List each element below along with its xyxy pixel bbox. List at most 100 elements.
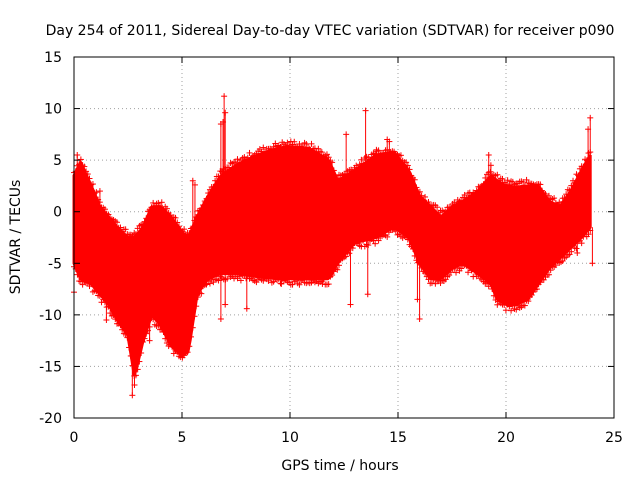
data-point bbox=[193, 214, 200, 221]
outlier-point bbox=[585, 126, 592, 133]
x-tick-label: 5 bbox=[178, 430, 187, 446]
data-point bbox=[184, 349, 191, 356]
data-point bbox=[406, 166, 413, 173]
data-point bbox=[110, 311, 117, 318]
data-point bbox=[296, 281, 303, 288]
data-point bbox=[203, 281, 210, 288]
data-point bbox=[174, 219, 181, 226]
data-point bbox=[93, 288, 100, 295]
outlier-point bbox=[362, 107, 369, 114]
outlier-point bbox=[96, 188, 103, 195]
data-point bbox=[203, 195, 210, 202]
outlier-point bbox=[487, 162, 494, 169]
data-point bbox=[411, 252, 418, 259]
x-tick-label: 25 bbox=[605, 430, 623, 446]
data-point bbox=[523, 176, 530, 183]
data-point bbox=[163, 340, 170, 347]
data-point bbox=[334, 175, 341, 182]
data-point bbox=[119, 326, 126, 333]
data-point bbox=[188, 333, 195, 340]
data-point bbox=[509, 302, 516, 309]
data-point bbox=[504, 177, 511, 184]
data-point bbox=[124, 334, 131, 341]
outlier-point bbox=[347, 301, 354, 308]
outlier-point bbox=[243, 305, 250, 312]
data-point bbox=[143, 330, 150, 337]
data-point bbox=[494, 301, 501, 308]
data-point bbox=[308, 140, 315, 147]
data-point bbox=[358, 156, 365, 163]
data-point bbox=[210, 183, 217, 190]
data-point bbox=[101, 206, 108, 213]
data-point bbox=[117, 224, 124, 231]
data-point bbox=[236, 160, 243, 167]
data-point bbox=[403, 159, 410, 166]
y-tick-label: -5 bbox=[48, 256, 62, 272]
y-tick-label: -15 bbox=[39, 359, 62, 375]
data-point bbox=[571, 179, 578, 186]
outlier-point bbox=[222, 109, 229, 116]
data-point bbox=[372, 240, 379, 247]
data-point bbox=[551, 195, 558, 202]
data-point bbox=[127, 352, 134, 359]
data-point bbox=[425, 276, 432, 283]
data-point bbox=[132, 231, 139, 238]
data-point bbox=[513, 306, 520, 313]
data-point bbox=[404, 236, 411, 243]
data-point bbox=[578, 240, 585, 247]
outlier-point bbox=[416, 315, 423, 322]
data-point bbox=[101, 299, 108, 306]
data-point bbox=[292, 277, 299, 284]
data-point bbox=[329, 159, 336, 166]
data-point bbox=[563, 191, 570, 198]
data-point bbox=[465, 269, 472, 276]
outlier-point bbox=[343, 131, 350, 138]
data-point bbox=[158, 199, 165, 206]
outlier-point bbox=[319, 280, 326, 287]
data-point bbox=[236, 273, 243, 280]
data-point bbox=[86, 175, 93, 182]
data-point bbox=[268, 146, 275, 153]
data-point bbox=[117, 322, 124, 329]
data-point bbox=[490, 292, 497, 299]
outlier-point bbox=[386, 138, 393, 145]
data-point bbox=[370, 237, 377, 244]
x-tick-label: 15 bbox=[389, 430, 407, 446]
data-point bbox=[473, 187, 480, 194]
data-point bbox=[545, 271, 552, 278]
data-point bbox=[451, 265, 458, 272]
data-point bbox=[463, 262, 470, 269]
data-point bbox=[155, 322, 162, 329]
outlier-point bbox=[189, 177, 196, 184]
data-point bbox=[489, 285, 496, 292]
data-point bbox=[303, 140, 310, 147]
data-point bbox=[480, 181, 487, 188]
data-point bbox=[262, 148, 269, 155]
data-point bbox=[141, 218, 148, 225]
data-point bbox=[492, 296, 499, 303]
data-point bbox=[422, 193, 429, 200]
data-point bbox=[163, 205, 170, 212]
data-point bbox=[442, 208, 449, 215]
data-point bbox=[277, 280, 284, 287]
data-point bbox=[139, 338, 146, 345]
data-point bbox=[346, 250, 353, 257]
outlier-point bbox=[221, 93, 228, 100]
y-axis-label: SDTVAR / TECUs bbox=[8, 180, 24, 295]
data-point bbox=[84, 171, 91, 178]
data-point bbox=[487, 280, 494, 287]
data-point bbox=[334, 266, 341, 273]
data-point bbox=[318, 149, 325, 156]
data-point bbox=[580, 163, 587, 170]
data-point bbox=[89, 181, 96, 188]
data-point bbox=[502, 307, 509, 314]
data-points bbox=[71, 93, 596, 399]
data-point bbox=[461, 191, 468, 198]
data-point bbox=[494, 171, 501, 178]
data-point bbox=[418, 192, 425, 199]
y-tick-label: 15 bbox=[44, 50, 62, 66]
data-point bbox=[375, 237, 382, 244]
outlier-point bbox=[217, 315, 224, 322]
data-point bbox=[521, 182, 528, 189]
data-point bbox=[384, 233, 391, 240]
